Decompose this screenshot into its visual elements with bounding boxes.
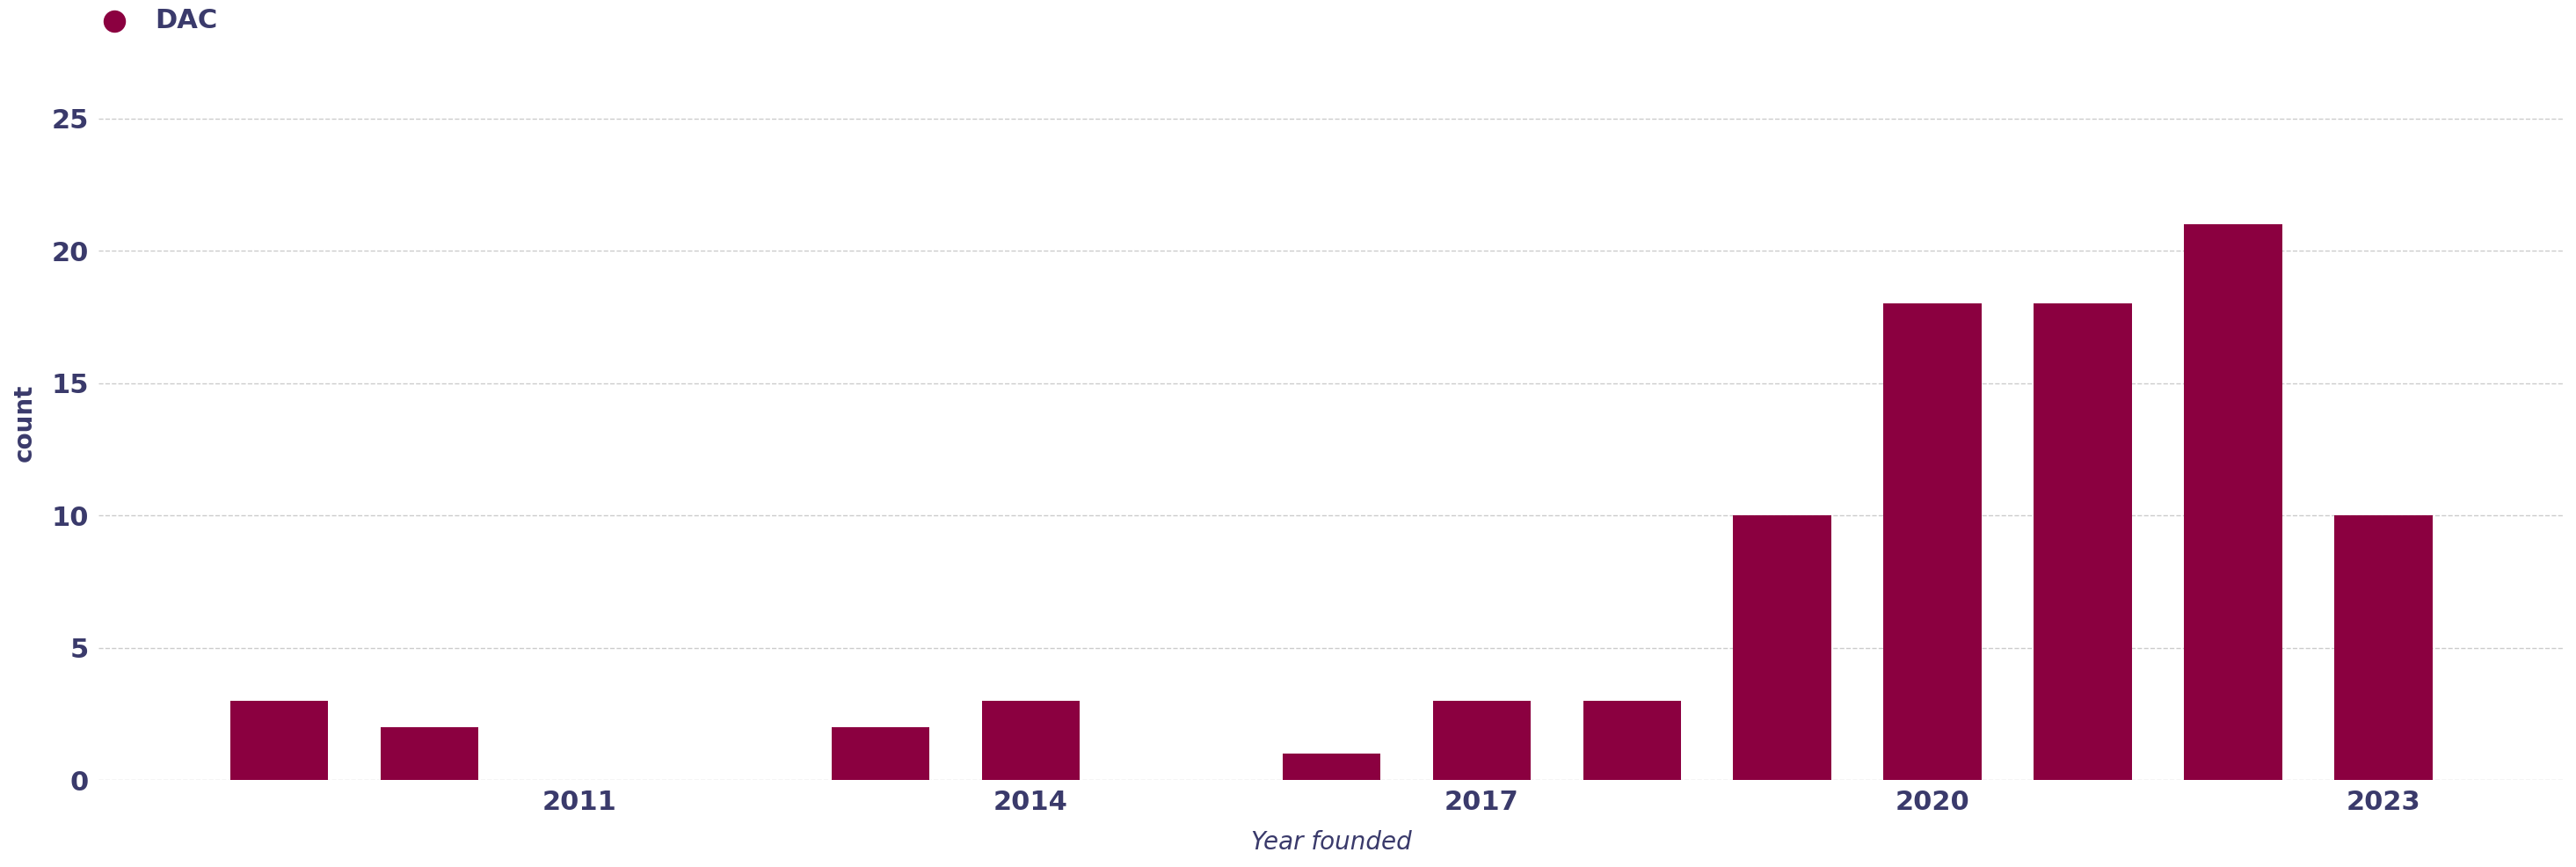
Bar: [1734, 516, 1832, 780]
Bar: [381, 727, 479, 780]
Bar: [1883, 303, 1981, 780]
Bar: [2035, 303, 2130, 780]
Y-axis label: count: count: [13, 384, 36, 462]
Bar: [2184, 225, 2282, 780]
Bar: [229, 701, 327, 780]
Bar: [1432, 701, 1530, 780]
Bar: [1283, 753, 1381, 780]
Legend: DAC: DAC: [88, 8, 216, 33]
Bar: [981, 701, 1079, 780]
Bar: [832, 727, 930, 780]
X-axis label: Year founded: Year founded: [1252, 831, 1412, 855]
Bar: [1584, 701, 1680, 780]
Bar: [2334, 516, 2432, 780]
